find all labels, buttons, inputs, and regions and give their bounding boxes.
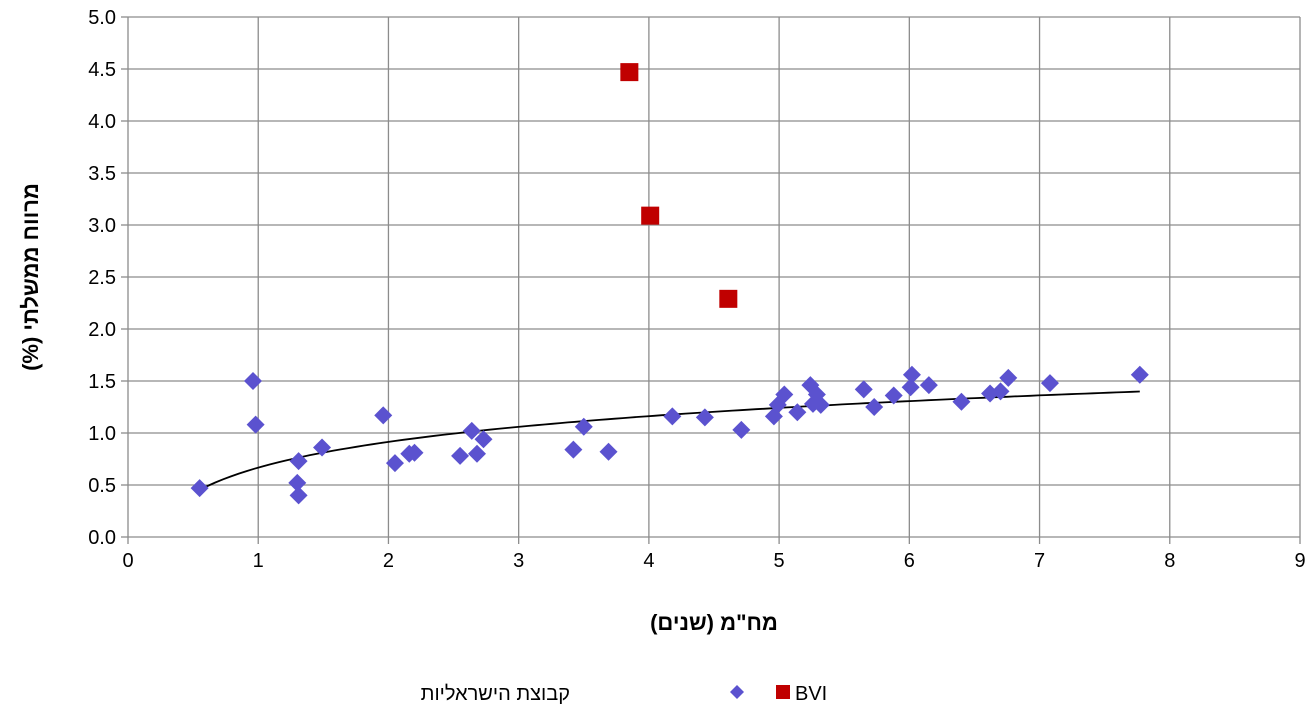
y-tick-label: 0.5 bbox=[88, 475, 116, 497]
legend-label-bvi: BVI bbox=[795, 683, 827, 705]
data-point-diamond bbox=[451, 446, 470, 465]
y-tick-label: 3.5 bbox=[88, 163, 116, 185]
data-point-diamond bbox=[1040, 374, 1059, 393]
data-point-diamond bbox=[952, 392, 971, 411]
series-israeli bbox=[190, 365, 1149, 505]
series-bvi bbox=[620, 63, 738, 308]
data-point-diamond bbox=[775, 385, 794, 404]
data-point-diamond bbox=[854, 380, 873, 399]
data-point-diamond bbox=[1130, 365, 1149, 384]
y-tick-label: 1.0 bbox=[88, 423, 116, 445]
data-point-diamond bbox=[467, 444, 486, 463]
x-tick-labels: 0 1 2 3 4 5 6 7 8 9 bbox=[122, 550, 1305, 572]
x-tick-label: 1 bbox=[253, 550, 264, 572]
x-axis-title: מח"מ (שנים) bbox=[650, 610, 778, 635]
y-tick-label: 3.0 bbox=[88, 215, 116, 237]
data-point-diamond bbox=[811, 395, 830, 414]
data-point-diamond bbox=[663, 407, 682, 426]
data-point-diamond bbox=[599, 442, 618, 461]
data-point-diamond bbox=[865, 398, 884, 416]
data-point-diamond bbox=[695, 408, 714, 427]
x-tick-label: 2 bbox=[383, 550, 394, 572]
legend-label-israeli: קבוצת הישראליות bbox=[421, 683, 570, 705]
x-tick-label: 8 bbox=[1164, 550, 1175, 572]
data-point-diamond bbox=[901, 378, 920, 397]
data-point-diamond bbox=[405, 443, 424, 462]
axes bbox=[121, 16, 1301, 544]
data-point-diamond bbox=[289, 486, 308, 505]
data-point-diamond bbox=[902, 365, 921, 384]
y-tick-label: 0.0 bbox=[88, 527, 116, 549]
x-tick-label: 3 bbox=[513, 550, 524, 572]
data-point-diamond bbox=[788, 403, 807, 422]
data-point-diamond bbox=[244, 372, 263, 390]
data-point-square bbox=[719, 289, 738, 308]
data-point-diamond bbox=[574, 417, 593, 436]
data-point-diamond bbox=[313, 438, 332, 457]
legend-marker-bvi bbox=[776, 685, 790, 699]
data-point-diamond bbox=[999, 368, 1018, 387]
data-point-diamond bbox=[732, 420, 751, 439]
x-tick-label: 5 bbox=[774, 550, 785, 572]
x-tick-label: 9 bbox=[1294, 550, 1305, 572]
y-axis-title: מרווח ממשלתי (%) bbox=[18, 183, 43, 371]
data-point-diamond bbox=[374, 406, 393, 425]
x-tick-label: 7 bbox=[1034, 550, 1045, 572]
data-point-square bbox=[620, 63, 639, 82]
data-point-diamond bbox=[385, 454, 404, 473]
legend-marker-israeli bbox=[730, 685, 744, 699]
grid-lines bbox=[128, 16, 1301, 537]
y-tick-label: 5.0 bbox=[88, 7, 116, 29]
y-tick-label: 4.0 bbox=[88, 111, 116, 133]
x-tick-label: 6 bbox=[904, 550, 915, 572]
x-tick-label: 4 bbox=[643, 550, 654, 572]
data-point-diamond bbox=[991, 382, 1010, 401]
y-tick-label: 4.5 bbox=[88, 59, 116, 81]
data-point-diamond bbox=[289, 452, 308, 471]
x-tick-label: 0 bbox=[122, 550, 133, 572]
data-point-diamond bbox=[462, 421, 481, 440]
data-point-diamond bbox=[246, 415, 265, 434]
data-point-diamond bbox=[919, 376, 938, 395]
data-point-diamond bbox=[190, 479, 209, 498]
data-point-diamond bbox=[564, 440, 583, 459]
data-point-diamond bbox=[288, 473, 307, 492]
data-point-diamond bbox=[474, 430, 493, 449]
y-tick-labels: 0.0 0.5 1.0 1.5 2.0 2.5 3.0 3.5 4.0 4.5 5.0 bbox=[88, 7, 116, 549]
data-point-square bbox=[641, 206, 660, 225]
data-points bbox=[190, 63, 1149, 505]
y-tick-label: 2.0 bbox=[88, 319, 116, 341]
data-point-diamond bbox=[884, 386, 903, 405]
legend: BVI קבוצת הישראליות bbox=[421, 683, 828, 705]
y-tick-label: 2.5 bbox=[88, 267, 116, 289]
y-tick-label: 1.5 bbox=[88, 371, 116, 393]
